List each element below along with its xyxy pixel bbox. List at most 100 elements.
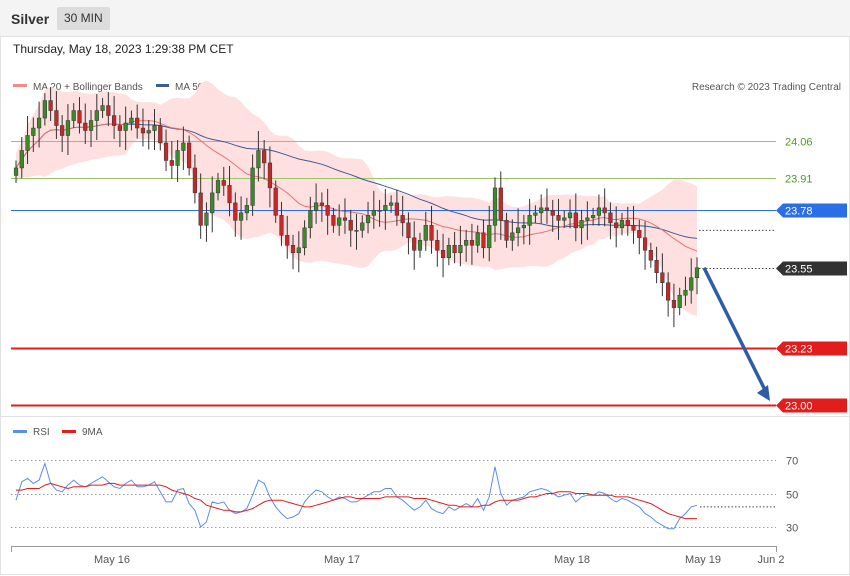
candle-body — [112, 115, 117, 126]
candle-body — [539, 207, 544, 214]
candle-body — [435, 240, 440, 251]
candle-body — [135, 117, 140, 129]
candle-body — [550, 210, 555, 216]
x-tick-label: May 18 — [554, 554, 590, 566]
candle-body — [175, 150, 180, 166]
candle-body — [256, 150, 261, 169]
candle-body — [602, 207, 607, 214]
candle-body — [36, 117, 42, 129]
candle-body — [331, 215, 336, 226]
candle-body — [533, 212, 538, 216]
candle-body — [596, 207, 601, 216]
candle-body — [198, 192, 203, 226]
candle-body — [290, 245, 296, 254]
timeframe-button[interactable]: 30 MIN — [57, 7, 110, 30]
price-tag-23.78 — [776, 203, 847, 218]
candle-body — [452, 245, 457, 254]
candle-body — [654, 260, 659, 274]
candle-body — [400, 215, 405, 224]
candle-body — [683, 289, 688, 296]
candle-body — [77, 110, 82, 124]
candle-body — [187, 142, 192, 169]
candle-body — [642, 237, 648, 251]
price-tag-23.23 — [776, 341, 847, 356]
candle-body — [140, 127, 146, 134]
candle-body — [106, 105, 111, 116]
candle-body — [440, 250, 446, 259]
candle-body — [406, 222, 411, 239]
candle-body — [60, 125, 65, 136]
candle-body — [210, 192, 215, 214]
price-label-23.23: 23.23 — [785, 344, 813, 356]
candle-body — [573, 212, 578, 229]
candle-body — [631, 225, 636, 231]
candle-body — [591, 215, 596, 219]
x-tick-label: Jun 2 — [758, 554, 785, 566]
candle-body — [146, 130, 151, 134]
candle-body — [562, 217, 567, 221]
candle-body — [446, 245, 451, 259]
candle-body — [637, 230, 642, 239]
price-label-23.00: 23.00 — [785, 401, 813, 413]
candle-body — [88, 120, 94, 131]
ma20-legend-swatch — [13, 84, 27, 87]
candle-body — [215, 180, 221, 194]
candle-body — [365, 215, 371, 224]
x-tick-label: May 19 — [685, 554, 721, 566]
candle-body — [348, 220, 353, 231]
candle-body — [319, 202, 324, 206]
ma50-legend-label: MA 50 — [175, 82, 204, 93]
candle-body — [233, 202, 238, 221]
candle-body — [360, 222, 365, 231]
price-label-23.55: 23.55 — [785, 264, 813, 276]
rsi-line — [15, 461, 698, 530]
candle-body — [429, 225, 434, 241]
candle-body — [585, 217, 590, 221]
candle-body — [469, 240, 475, 246]
ma50-legend-swatch — [156, 84, 169, 87]
candle-body — [458, 245, 463, 254]
candle-body — [389, 202, 394, 206]
candle-body — [71, 110, 76, 121]
candle-body — [648, 250, 653, 261]
instrument-title: Silver — [11, 11, 50, 27]
candle-body — [296, 247, 301, 254]
candle-body — [354, 230, 359, 232]
candle-body — [498, 187, 503, 221]
candle-body — [302, 227, 307, 249]
candle-body — [527, 215, 532, 226]
x-tick-label: May 17 — [324, 554, 360, 566]
candle-body — [308, 210, 313, 229]
candle-body — [169, 160, 174, 166]
x-tick-label: May 16 — [94, 554, 130, 566]
candle-body — [181, 142, 186, 151]
candle-body — [394, 202, 399, 216]
candle-body — [481, 232, 486, 249]
candle-body — [129, 117, 134, 124]
candle-body — [619, 220, 625, 229]
candle-body — [221, 180, 226, 186]
candle-body — [660, 272, 665, 283]
price-label-23.78: 23.78 — [785, 206, 813, 218]
candle-body — [608, 212, 613, 224]
candle-body — [123, 122, 128, 131]
candle-body — [504, 220, 509, 241]
candle-body — [567, 212, 573, 219]
candle-body — [544, 207, 550, 211]
candle-body — [163, 142, 169, 161]
candle-body — [48, 100, 53, 111]
rsi-tick-50: 50 — [786, 490, 798, 502]
candle-body — [42, 100, 47, 119]
candle-body — [204, 212, 209, 226]
candle-body — [19, 150, 24, 169]
candle-body — [250, 167, 255, 206]
candle-body — [54, 110, 59, 126]
candle-body — [238, 212, 244, 221]
candle-body — [510, 232, 515, 241]
candle-body — [337, 217, 342, 226]
candle-body — [342, 217, 348, 221]
candle-body — [515, 227, 521, 234]
candle-body — [625, 220, 630, 226]
candle-body — [377, 210, 382, 212]
